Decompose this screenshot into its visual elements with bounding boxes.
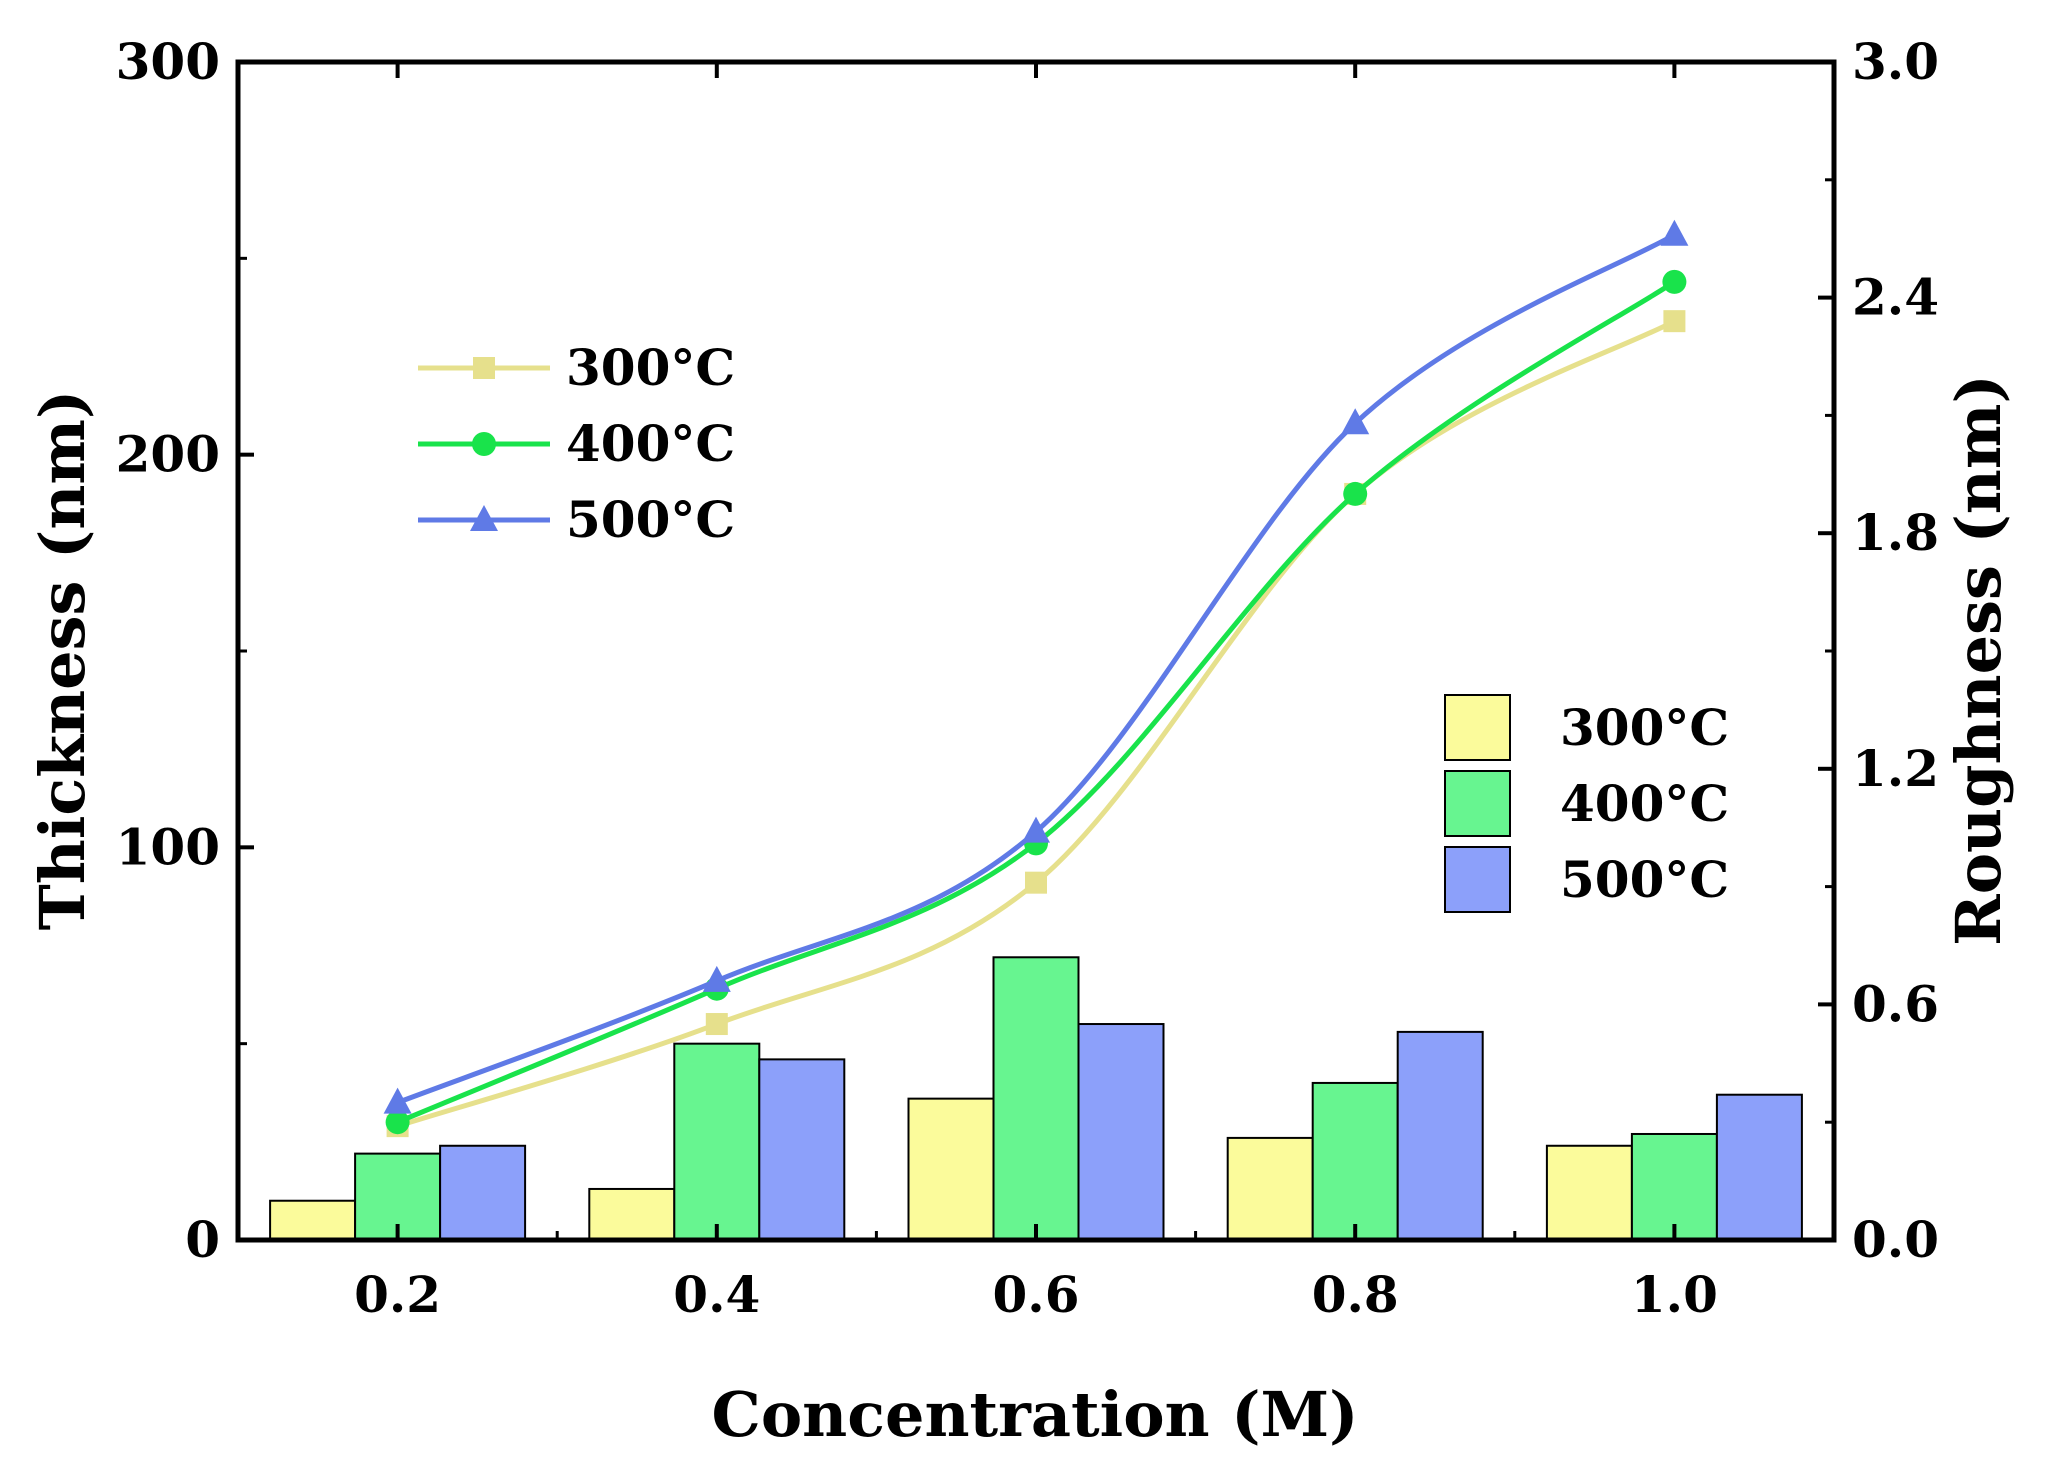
bar-0-3 xyxy=(1226,1136,1314,1241)
y-left-tick-label-1: 100 xyxy=(116,817,220,876)
marker-0-4 xyxy=(1663,310,1686,333)
legend-line-label-0: 300°C xyxy=(566,338,735,397)
bar-1-4 xyxy=(1630,1132,1718,1241)
marker-2-4 xyxy=(1660,219,1689,246)
legend-line-label-1: 400°C xyxy=(566,414,735,473)
bar-0-0 xyxy=(269,1199,357,1241)
legend-bar-label-2: 500°C xyxy=(1560,850,1729,909)
line-group xyxy=(383,219,1689,1138)
bar-group xyxy=(269,956,1803,1242)
line-series-2 xyxy=(396,232,1676,1105)
bar-1-3 xyxy=(1311,1081,1399,1242)
bar-1-1 xyxy=(673,1042,761,1241)
y-right-tick-label-2: 1.2 xyxy=(1852,739,1939,798)
legend-marker-2 xyxy=(470,505,498,531)
bar-0-4 xyxy=(1545,1144,1633,1242)
y-left-tick-label-2: 200 xyxy=(116,425,220,484)
legend-swatch-2 xyxy=(1444,846,1511,913)
legend-bar-label-0: 300°C xyxy=(1560,698,1729,757)
x-tick-label-2: 0.6 xyxy=(993,1265,1080,1324)
marker-0-1 xyxy=(705,1013,728,1036)
y-axis-left-title: Thickness (nm) xyxy=(26,390,99,931)
legend-marker-0 xyxy=(473,357,495,379)
y-left-tick-label-0: 0 xyxy=(185,1210,220,1269)
y-right-tick-label-3: 1.8 xyxy=(1852,503,1939,562)
bar-0-2 xyxy=(907,1097,995,1242)
line-series-1 xyxy=(396,279,1676,1125)
marker-1-0 xyxy=(385,1110,410,1135)
x-tick-label-4: 1.0 xyxy=(1631,1265,1718,1324)
y-left-tick-label-3: 300 xyxy=(116,32,220,91)
legend: 300°C 400°C 500°C 300°C 400°C 500°C xyxy=(418,338,1729,913)
axis-ticks: 0.2 0.4 0.6 0.8 1.0 0 100 200 300 0.0 0.6 1.2 1.8 2.4… xyxy=(116,32,1939,1324)
marker-2-3 xyxy=(1341,408,1370,435)
y-axis-right-title: Roughness (nm) xyxy=(1942,374,2015,946)
legend-bar-label-1: 400°C xyxy=(1560,774,1729,833)
y-right-tick-label-0: 0.0 xyxy=(1852,1210,1939,1269)
marker-1-3 xyxy=(1343,481,1368,506)
line-series-0 xyxy=(396,318,1676,1129)
marker-0-2 xyxy=(1025,871,1047,894)
x-tick-label-0: 0.2 xyxy=(354,1265,441,1324)
x-tick-label-1: 0.4 xyxy=(673,1265,760,1324)
bar-0-1 xyxy=(588,1187,676,1242)
legend-line-label-2: 500°C xyxy=(566,490,735,549)
bar-2-3 xyxy=(1396,1030,1484,1242)
bar-2-2 xyxy=(1077,1023,1165,1241)
y-right-tick-label-5: 3.0 xyxy=(1852,32,1939,91)
bar-2-0 xyxy=(439,1144,527,1242)
bar-1-2 xyxy=(992,956,1080,1242)
marker-1-4 xyxy=(1662,269,1687,294)
x-axis-title: Concentration (M) xyxy=(711,1378,1358,1451)
legend-marker-1 xyxy=(472,432,496,456)
bar-2-4 xyxy=(1715,1093,1803,1242)
y-right-tick-label-1: 0.6 xyxy=(1852,974,1939,1033)
y-right-tick-label-4: 2.4 xyxy=(1852,268,1939,327)
legend-swatch-1 xyxy=(1444,770,1511,837)
x-tick-label-3: 0.8 xyxy=(1312,1265,1399,1324)
legend-swatch-0 xyxy=(1444,694,1511,761)
marker-2-0 xyxy=(383,1087,412,1114)
bar-2-1 xyxy=(758,1058,846,1241)
marker-2-1 xyxy=(702,965,731,992)
marker-2-2 xyxy=(1022,816,1050,843)
